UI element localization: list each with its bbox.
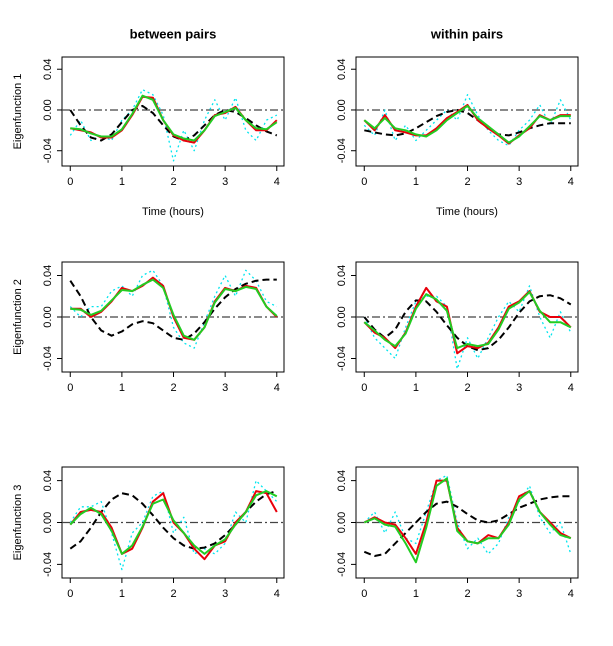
series-line xyxy=(70,278,278,341)
series-line xyxy=(69,269,278,349)
y-tick-label: 0.04 xyxy=(42,265,54,286)
x-tick-label: 3 xyxy=(516,176,522,188)
x-tick-label: 0 xyxy=(67,382,73,394)
series-line xyxy=(363,104,571,144)
series-line xyxy=(363,94,572,147)
series-line xyxy=(69,88,278,162)
x-tick-label: 4 xyxy=(274,382,280,394)
x-tick-label: 0 xyxy=(361,382,367,394)
x-tick-label: 1 xyxy=(413,176,419,188)
series-line xyxy=(69,479,278,571)
x-axis-label: Time (hours) xyxy=(142,206,204,218)
series-line xyxy=(363,294,572,352)
plot-frame xyxy=(61,56,285,167)
y-tick-label: 0.00 xyxy=(42,99,54,120)
y-tick-label: -0.04 xyxy=(42,138,54,163)
series-line xyxy=(70,94,278,142)
y-tick-label: 0.04 xyxy=(336,265,348,286)
y-tick-label: -0.04 xyxy=(336,138,348,163)
y-tick-label: 0.00 xyxy=(42,512,54,533)
x-tick-label: 1 xyxy=(119,176,125,188)
plot-frame xyxy=(355,56,579,167)
series-line xyxy=(364,109,571,137)
y-tick-label: 0.04 xyxy=(42,59,54,80)
x-tick-label: 1 xyxy=(413,382,419,394)
y-axis-label: Eigenfunction 2 xyxy=(12,279,24,355)
y-tick-label: 0.00 xyxy=(336,99,348,120)
series-line xyxy=(363,103,571,145)
x-tick-label: 0 xyxy=(361,588,367,600)
series-line xyxy=(363,477,572,564)
series-line xyxy=(363,285,572,370)
x-tick-label: 2 xyxy=(464,382,470,394)
x-tick-label: 1 xyxy=(119,588,125,600)
x-tick-label: 4 xyxy=(568,588,574,600)
x-tick-label: 1 xyxy=(413,588,419,600)
x-tick-label: 4 xyxy=(274,588,280,600)
y-tick-label: 0.04 xyxy=(336,470,348,491)
y-axis-label: Eigenfunction 3 xyxy=(12,485,24,561)
x-tick-label: 2 xyxy=(464,176,470,188)
y-tick-label: 0.00 xyxy=(336,306,348,327)
x-tick-label: 2 xyxy=(170,176,176,188)
y-tick-label: 0.00 xyxy=(42,306,54,327)
y-tick-label: -0.04 xyxy=(336,552,348,577)
x-tick-label: 3 xyxy=(222,176,228,188)
panel-title: within pairs xyxy=(430,26,503,41)
x-tick-label: 0 xyxy=(67,176,73,188)
y-axis-label: Eigenfunction 1 xyxy=(12,74,24,150)
series-line xyxy=(69,490,278,555)
series-line xyxy=(363,495,571,557)
x-tick-label: 0 xyxy=(67,588,73,600)
x-tick-label: 1 xyxy=(119,382,125,394)
series-line xyxy=(363,291,572,350)
y-tick-label: -0.04 xyxy=(42,552,54,577)
y-tick-label: -0.04 xyxy=(42,346,54,371)
x-tick-label: 0 xyxy=(361,176,367,188)
y-tick-label: 0.04 xyxy=(42,470,54,491)
x-tick-label: 3 xyxy=(516,382,522,394)
y-tick-label: 0.04 xyxy=(336,59,348,80)
x-tick-label: 4 xyxy=(568,382,574,394)
x-tick-label: 4 xyxy=(568,176,574,188)
x-tick-label: 3 xyxy=(516,588,522,600)
x-tick-label: 4 xyxy=(274,176,280,188)
x-tick-label: 3 xyxy=(222,382,228,394)
x-axis-label: Time (hours) xyxy=(436,206,498,218)
series-line xyxy=(69,278,277,341)
x-tick-label: 2 xyxy=(464,588,470,600)
series-line xyxy=(69,490,278,550)
y-tick-label: -0.04 xyxy=(336,346,348,371)
x-tick-label: 3 xyxy=(222,588,228,600)
x-tick-label: 2 xyxy=(170,588,176,600)
y-tick-label: 0.00 xyxy=(336,512,348,533)
panel-title: between pairs xyxy=(130,26,217,41)
x-tick-label: 2 xyxy=(170,382,176,394)
